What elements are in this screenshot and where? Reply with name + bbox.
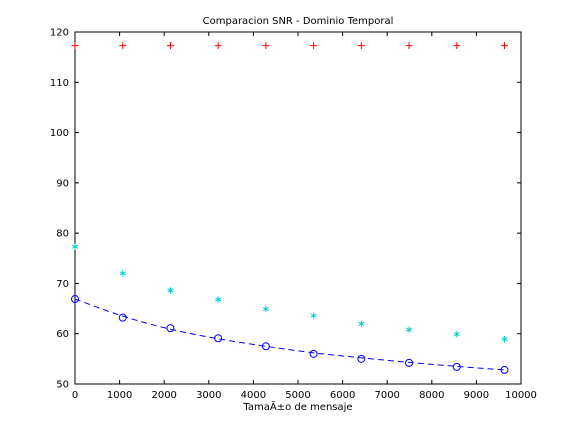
x-tick-label: 0 [72,390,78,401]
chart-title: Comparacion SNR - Dominio Temporal [203,16,394,27]
data-point-star [167,287,174,294]
data-point-star [310,312,317,319]
data-point-plus [453,42,461,50]
data-point-plus [214,42,222,50]
data-point-plus [71,42,79,50]
data-point-plus [500,42,508,50]
data-point-plus [166,42,174,50]
plot-area [74,31,522,385]
data-point-star [501,336,508,343]
series-1 [71,243,508,343]
y-tick-label: 80 [56,229,69,240]
series-3 [74,298,505,371]
data-point-plus [357,42,365,50]
x-tick-label: 10000 [505,390,537,401]
data-point-star [119,270,126,277]
y-tick-label: 90 [56,178,69,189]
data-point-circle [71,295,79,304]
data-point-star [71,243,79,250]
data-point-circle [357,354,366,363]
data-point-plus [405,42,413,50]
data-point-star [453,331,460,338]
y-tick-label: 100 [50,128,69,139]
y-tick-label: 120 [50,28,69,39]
series-layer [71,42,509,374]
x-tick-label: 6000 [330,390,355,401]
axis-ticks: 0 1000 2000 3000 4000 5000 6000 7000 8000 9000 100… [50,28,537,402]
data-point-star [262,305,269,313]
y-tick-label: 50 [56,380,69,391]
data-point-circle [166,324,175,333]
x-tick-label: 4000 [241,390,266,401]
x-tick-label: 3000 [196,390,221,401]
y-tick-label: 70 [56,279,69,290]
data-point-plus [310,42,318,50]
data-point-star [358,320,365,327]
x-axis-label: TamaÃ±o de mensaje [242,400,352,413]
y-tick-label: 110 [50,78,69,89]
data-point-star [215,296,222,303]
x-tick-label: 8000 [419,390,444,401]
data-point-circle [261,342,270,351]
x-tick-label: 2000 [151,390,176,401]
data-point-plus [262,42,270,50]
data-point-star [406,326,413,333]
x-tick-label: 5000 [285,390,310,401]
data-point-circle [309,349,318,358]
x-tick-label: 1000 [107,390,132,401]
data-point-plus [119,42,127,50]
series-0 [71,42,508,50]
x-tick-label: 7000 [374,390,399,401]
fit-line [74,298,505,371]
y-tick-label: 60 [56,329,69,340]
x-tick-label: 9000 [464,390,489,401]
